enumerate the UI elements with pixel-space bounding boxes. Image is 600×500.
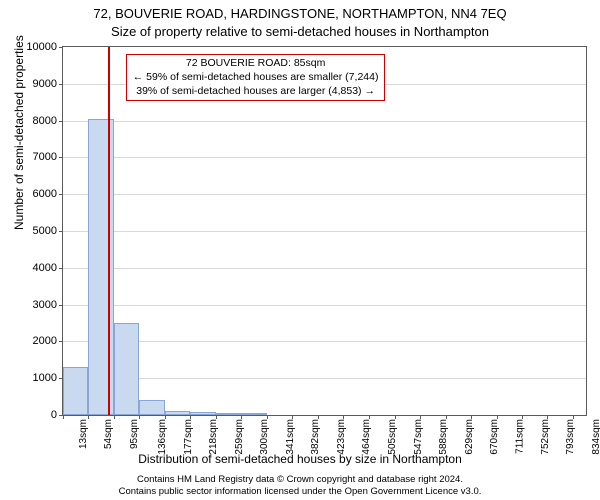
xtick-label: 177sqm bbox=[183, 419, 194, 455]
histogram-bar bbox=[88, 119, 113, 415]
gridline bbox=[63, 231, 586, 232]
xtick-mark bbox=[369, 415, 370, 419]
ytick-label: 10000 bbox=[26, 41, 57, 53]
annotation-box: 72 BOUVERIE ROAD: 85sqm ← 59% of semi-de… bbox=[126, 54, 386, 101]
annotation-line-2: ← 59% of semi-detached houses are smalle… bbox=[133, 71, 379, 85]
ytick-mark bbox=[59, 47, 63, 48]
histogram-bar bbox=[114, 323, 139, 415]
xtick-mark bbox=[497, 415, 498, 419]
xtick-label: 13sqm bbox=[78, 419, 89, 449]
xtick-mark bbox=[318, 415, 319, 419]
xtick-label: 341sqm bbox=[285, 419, 296, 455]
xtick-mark bbox=[139, 415, 140, 419]
xtick-mark bbox=[88, 415, 89, 419]
xtick-mark bbox=[420, 415, 421, 419]
xtick-label: 218sqm bbox=[208, 419, 219, 455]
histogram-bar bbox=[139, 400, 164, 415]
ytick-mark bbox=[59, 268, 63, 269]
ytick-mark bbox=[59, 341, 63, 342]
xtick-label: 423sqm bbox=[335, 419, 346, 455]
footer-line-2: Contains public sector information licen… bbox=[0, 486, 600, 498]
annotation-line-1: 72 BOUVERIE ROAD: 85sqm bbox=[133, 57, 379, 71]
xtick-mark bbox=[471, 415, 472, 419]
property-marker-line bbox=[108, 47, 110, 415]
ytick-mark bbox=[59, 121, 63, 122]
xtick-label: 547sqm bbox=[412, 419, 423, 455]
chart-footer: Contains HM Land Registry data © Crown c… bbox=[0, 474, 600, 498]
ytick-label: 8000 bbox=[33, 115, 57, 127]
histogram-bar bbox=[165, 411, 190, 415]
ytick-mark bbox=[59, 194, 63, 195]
xtick-label: 54sqm bbox=[103, 419, 114, 449]
ytick-label: 2000 bbox=[33, 335, 57, 347]
annotation-line-3: 39% of semi-detached houses are larger (… bbox=[133, 85, 379, 99]
ytick-mark bbox=[59, 84, 63, 85]
xtick-mark bbox=[522, 415, 523, 419]
xtick-label: 300sqm bbox=[259, 419, 270, 455]
xtick-mark bbox=[446, 415, 447, 419]
gridline bbox=[63, 268, 586, 269]
gridline bbox=[63, 121, 586, 122]
chart-title-address: 72, BOUVERIE ROAD, HARDINGSTONE, NORTHAM… bbox=[0, 6, 600, 21]
chart-title-description: Size of property relative to semi-detach… bbox=[0, 24, 600, 39]
footer-line-1: Contains HM Land Registry data © Crown c… bbox=[0, 474, 600, 486]
xtick-label: 382sqm bbox=[310, 419, 321, 455]
xtick-label: 793sqm bbox=[565, 419, 576, 455]
ytick-label: 1000 bbox=[33, 372, 57, 384]
ytick-label: 4000 bbox=[33, 262, 57, 274]
xtick-label: 464sqm bbox=[361, 419, 372, 455]
xtick-mark bbox=[395, 415, 396, 419]
xtick-mark bbox=[292, 415, 293, 419]
histogram-bar bbox=[216, 413, 241, 415]
xtick-mark bbox=[267, 415, 268, 419]
gridline bbox=[63, 194, 586, 195]
xtick-label: 95sqm bbox=[129, 419, 140, 449]
xtick-mark bbox=[216, 415, 217, 419]
xtick-label: 752sqm bbox=[540, 419, 551, 455]
gridline bbox=[63, 305, 586, 306]
xtick-label: 670sqm bbox=[489, 419, 500, 455]
xtick-label: 259sqm bbox=[234, 419, 245, 455]
xtick-label: 505sqm bbox=[386, 419, 397, 455]
histogram-bar bbox=[190, 412, 215, 415]
gridline bbox=[63, 378, 586, 379]
x-axis-label: Distribution of semi-detached houses by … bbox=[0, 452, 600, 466]
gridline bbox=[63, 157, 586, 158]
ytick-label: 5000 bbox=[33, 225, 57, 237]
ytick-label: 9000 bbox=[33, 78, 57, 90]
ytick-label: 7000 bbox=[33, 151, 57, 163]
xtick-mark bbox=[165, 415, 166, 419]
ytick-label: 0 bbox=[51, 409, 57, 421]
ytick-label: 3000 bbox=[33, 299, 57, 311]
xtick-mark bbox=[190, 415, 191, 419]
xtick-mark bbox=[114, 415, 115, 419]
xtick-label: 834sqm bbox=[591, 419, 600, 455]
xtick-label: 588sqm bbox=[438, 419, 449, 455]
xtick-mark bbox=[241, 415, 242, 419]
histogram-bar bbox=[241, 413, 266, 415]
ytick-mark bbox=[59, 231, 63, 232]
histogram-bar bbox=[63, 367, 88, 415]
xtick-label: 629sqm bbox=[463, 419, 474, 455]
xtick-mark bbox=[63, 415, 64, 419]
xtick-label: 711sqm bbox=[514, 419, 525, 454]
xtick-mark bbox=[343, 415, 344, 419]
ytick-mark bbox=[59, 305, 63, 306]
xtick-mark bbox=[547, 415, 548, 419]
ytick-label: 6000 bbox=[33, 188, 57, 200]
xtick-label: 136sqm bbox=[157, 419, 168, 455]
ytick-mark bbox=[59, 157, 63, 158]
gridline bbox=[63, 341, 586, 342]
y-axis-label: Number of semi-detached properties bbox=[12, 35, 26, 230]
histogram-chart: 0100020003000400050006000700080009000100… bbox=[62, 46, 587, 416]
xtick-mark bbox=[573, 415, 574, 419]
